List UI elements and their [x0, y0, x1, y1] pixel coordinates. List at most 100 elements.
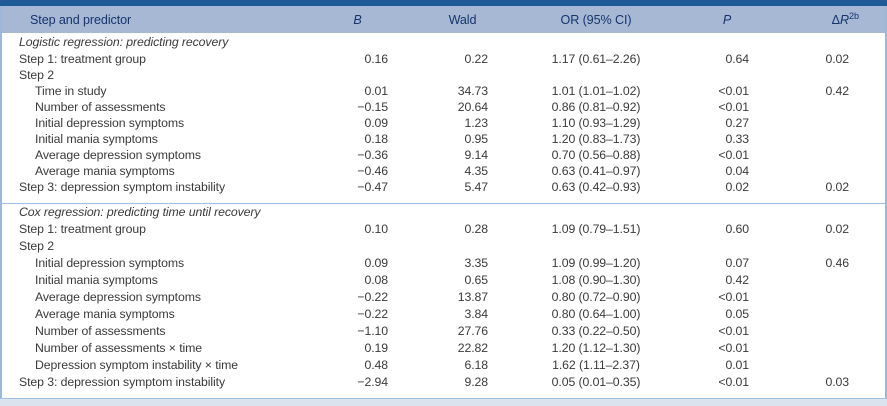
- cell-p: 0.07: [725, 255, 749, 270]
- cell-delta-r2: 0.46: [825, 255, 849, 270]
- column-header-wald: Wald: [448, 12, 477, 27]
- cell-or-ci: 0.63 (0.41–0.97): [551, 164, 641, 178]
- cell-predictor: Step 3: depression symptom instability: [19, 374, 226, 389]
- cell-or-ci: 1.08 (0.90–1.30): [551, 272, 641, 287]
- statistics-table: Step and predictor B Wald OR (95% CI) P …: [2, 6, 885, 390]
- delta-symbol: Δ: [831, 13, 840, 28]
- cell-b: −0.15: [357, 100, 388, 114]
- cell-b: 0.08: [364, 272, 388, 287]
- cell-p: <0.01: [718, 289, 749, 304]
- cell-predictor: Step 1: treatment group: [19, 221, 146, 236]
- cell-p: <0.01: [718, 374, 749, 389]
- cell-delta-r2: 0.02: [825, 180, 849, 194]
- table-row: Number of assessments × time 0.19 22.82 1.2…: [2, 339, 885, 356]
- cell-delta-r2: [752, 271, 885, 288]
- cell-wald: [390, 67, 490, 83]
- cell-delta-r2: [752, 67, 885, 83]
- table-row: Initial mania symptoms 0.08 0.65 1.08 (0.90…: [2, 271, 885, 288]
- cell-b: −2.94: [357, 374, 388, 389]
- cell-delta-r2: [752, 288, 885, 305]
- column-header-b: B: [353, 12, 362, 27]
- cell-or-ci: 1.17 (0.61–2.26): [551, 52, 641, 66]
- cell-b: −0.36: [357, 148, 388, 162]
- table-row: Step 3: depression symptom instability −2…: [2, 373, 885, 390]
- cell-wald: 5.47: [464, 180, 488, 194]
- cell-predictor: Initial mania symptoms: [35, 132, 158, 146]
- table-top-rule: [0, 0, 887, 6]
- superscript-2b: 2b: [848, 11, 859, 22]
- cell-wald: 9.14: [464, 148, 488, 162]
- table-bottom-rule: [0, 398, 887, 406]
- table-row: Initial depression symptoms 0.09 3.35 1.09 …: [2, 254, 885, 271]
- cell-wald: 0.95: [464, 132, 488, 146]
- cell-b: −0.47: [357, 180, 388, 194]
- cell-b: 0.01: [364, 84, 388, 98]
- cell-b: [325, 237, 390, 254]
- cell-b: 0.16: [364, 52, 388, 66]
- table-row: Number of assessments −0.15 20.64 0.86 (0.8…: [2, 99, 885, 115]
- cell-wald: [390, 237, 490, 254]
- table-row: Average depression symptoms −0.22 13.87 0.8…: [2, 288, 885, 305]
- cell-wald: 22.82: [457, 340, 488, 355]
- cell-or-ci: 1.20 (0.83–1.73): [551, 132, 641, 146]
- cell-delta-r2: [752, 322, 885, 339]
- cell-or-ci: 1.01 (1.01–1.02): [551, 84, 641, 98]
- cell-wald: 3.35: [464, 255, 488, 270]
- table-inner: Step and predictor B Wald OR (95% CI) P …: [0, 6, 887, 406]
- cell-wald: 13.87: [457, 289, 488, 304]
- column-header-step-and-predictor: Step and predictor: [30, 12, 132, 27]
- section-heading: Logistic regression: predicting recovery: [19, 35, 229, 49]
- table-row: Time in study 0.01 34.73 1.01 (1.01–1.02) <0…: [2, 83, 885, 99]
- cell-delta-r2: [752, 339, 885, 356]
- section-heading-row: Cox regression: predicting time until re…: [2, 203, 885, 220]
- cell-wald: 4.35: [464, 164, 488, 178]
- cell-delta-r2: [752, 147, 885, 163]
- table-row: Step 3: depression symptom instability −0…: [2, 179, 885, 195]
- cell-p: <0.01: [718, 340, 749, 355]
- cell-p: 0.27: [725, 116, 749, 130]
- cell-predictor: Step 2: [19, 68, 54, 82]
- column-header-delta-r2: ΔR2b: [752, 6, 885, 33]
- column-header-p: P: [722, 12, 732, 27]
- cell-predictor: Average mania symptoms: [35, 306, 175, 321]
- table-row: Initial mania symptoms 0.18 0.95 1.20 (0.83…: [2, 131, 885, 147]
- cell-delta-r2: [752, 356, 885, 373]
- cell-p: 0.42: [725, 272, 749, 287]
- cell-wald: 0.65: [464, 272, 488, 287]
- cell-predictor: Step 3: depression symptom instability: [19, 180, 226, 194]
- cell-wald: 6.18: [464, 357, 488, 372]
- cell-or-ci: 1.09 (0.79–1.51): [551, 221, 641, 236]
- cell-wald: 3.84: [464, 306, 488, 321]
- cell-b: 0.09: [364, 255, 388, 270]
- table-row: Average mania symptoms −0.46 4.35 0.63 (0.4…: [2, 163, 885, 179]
- cell-p: 0.04: [725, 164, 749, 178]
- section-heading-row: Logistic regression: predicting recovery: [2, 33, 885, 51]
- cell-p: <0.01: [718, 84, 749, 98]
- cell-wald: 34.73: [457, 84, 488, 98]
- cell-or-ci: [490, 67, 702, 83]
- cell-wald: 1.23: [464, 116, 488, 130]
- table-row: Initial depression symptoms 0.09 1.23 1.10 …: [2, 115, 885, 131]
- cell-b: 0.19: [364, 340, 388, 355]
- cell-or-ci: 0.05 (0.01–0.35): [551, 374, 641, 389]
- cell-wald: 27.76: [457, 323, 488, 338]
- cell-predictor: Average depression symptoms: [35, 289, 201, 304]
- cell-or-ci: 1.20 (1.12–1.30): [551, 340, 641, 355]
- cell-or-ci: 0.80 (0.64–1.00): [551, 306, 641, 321]
- table-row: Average mania symptoms −0.22 3.84 0.80 (0.6…: [2, 305, 885, 322]
- table-row: Step 2: [2, 67, 885, 83]
- cell-or-ci: 1.62 (1.11–2.37): [552, 357, 640, 372]
- cell-wald: 9.28: [464, 374, 488, 389]
- table-row: Step 2: [2, 237, 885, 254]
- cell-delta-r2: [752, 115, 885, 131]
- cell-predictor: Number of assessments: [35, 323, 166, 338]
- table-row: Depression symptom instability × time 0.4…: [2, 356, 885, 373]
- cell-wald: 0.22: [464, 52, 488, 66]
- table-row: Step 1: treatment group 0.16 0.22 1.17 (0.6…: [2, 51, 885, 67]
- cell-b: −0.46: [357, 164, 388, 178]
- header-row: Step and predictor B Wald OR (95% CI) P …: [2, 6, 885, 33]
- cell-b: 0.10: [364, 221, 388, 236]
- cell-p: 0.05: [725, 306, 749, 321]
- cell-delta-r2: 0.42: [825, 84, 849, 98]
